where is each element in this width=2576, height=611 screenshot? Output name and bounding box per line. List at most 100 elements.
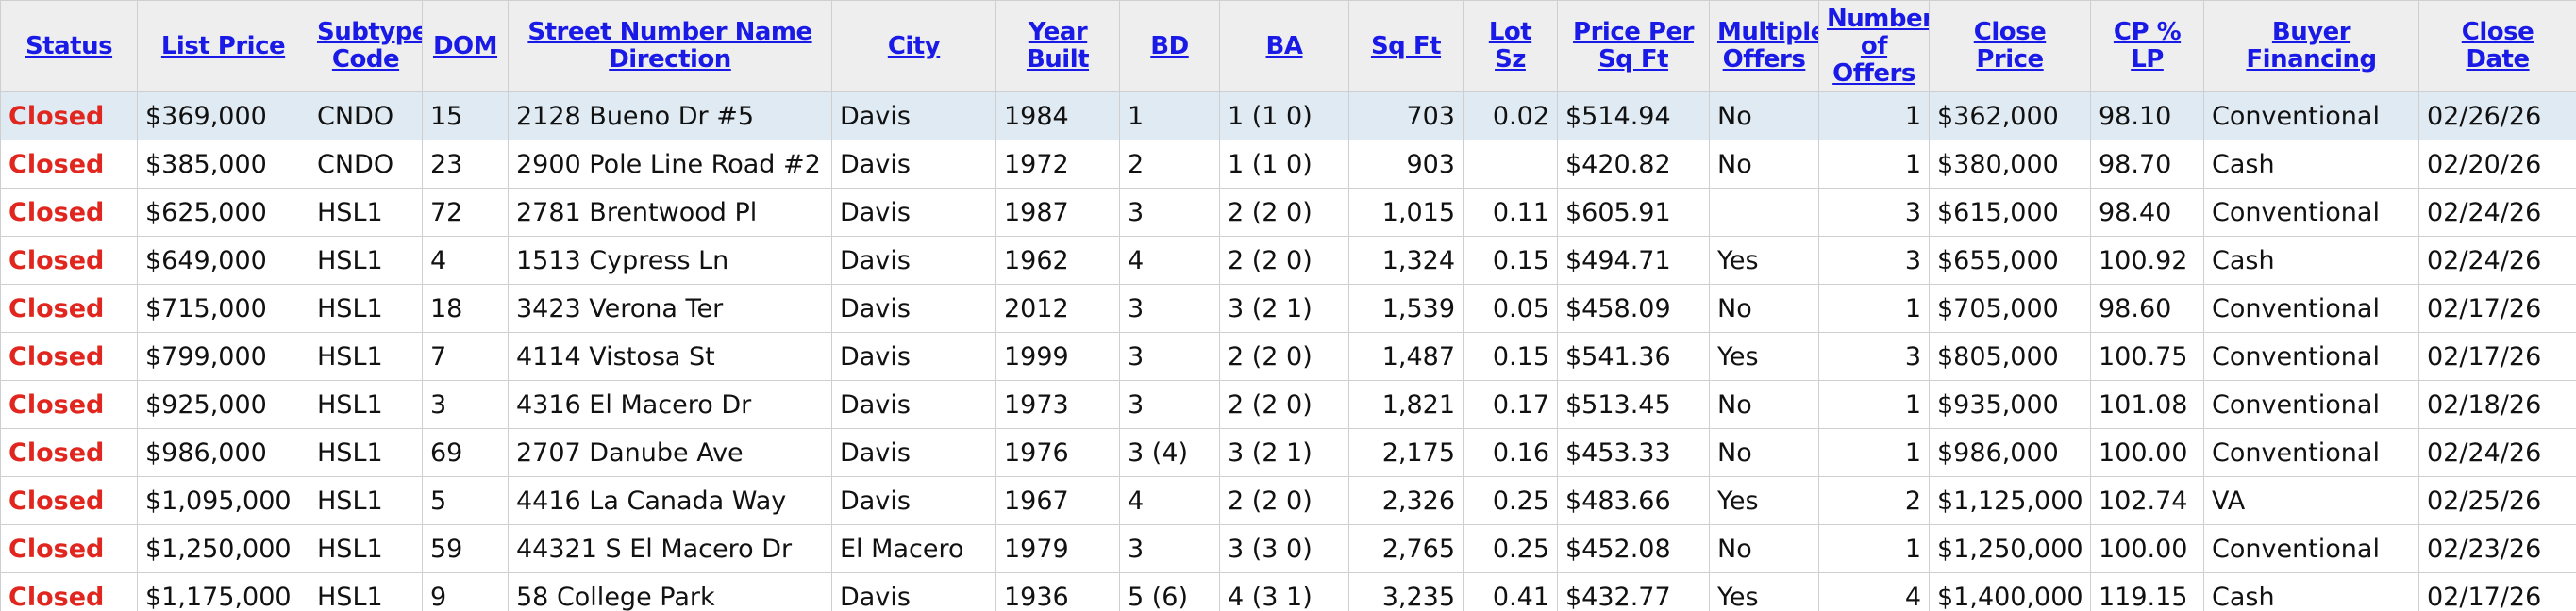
cell: 2 (2 0) [1219, 332, 1349, 381]
listing-row[interactable]: Closed $1,095,000 HSL1 5 4416 La Canada Way D… [0, 476, 2576, 525]
cell: Davis [831, 188, 996, 237]
cell: $1,250,000 [137, 524, 309, 573]
cell: 98.60 [2090, 284, 2204, 333]
cell: VA [2203, 476, 2419, 525]
cell: El Macero [831, 524, 996, 573]
listing-row[interactable]: Closed $385,000 CNDO 23 2900 Pole Line Road … [0, 140, 2576, 189]
cell: 100.00 [2090, 524, 2204, 573]
cell: 0.41 [1463, 572, 1558, 611]
column-header[interactable]: Sq Ft [1348, 0, 1464, 92]
listing-row[interactable]: Closed $925,000 HSL1 3 4316 El Macero Dr Davi… [0, 380, 2576, 429]
listing-row[interactable]: Closed $986,000 HSL1 69 2707 Danube Ave Davis… [0, 428, 2576, 477]
column-header[interactable]: Close Price [1929, 0, 2091, 92]
cell: Davis [831, 428, 996, 477]
cell: 100.92 [2090, 236, 2204, 285]
cell: No [1709, 428, 1819, 477]
cell: 1979 [995, 524, 1120, 573]
cell: 4 [422, 236, 509, 285]
column-header[interactable]: BD [1119, 0, 1220, 92]
cell: 3 [1119, 380, 1220, 429]
cell: 1936 [995, 572, 1120, 611]
column-header[interactable]: Number of Offers [1818, 0, 1930, 92]
cell: 0.15 [1463, 236, 1558, 285]
listing-row[interactable]: Closed $1,175,000 HSL1 9 58 College Park Davi… [0, 572, 2576, 611]
cell: 3 [1818, 188, 1930, 237]
cell: 2 [1818, 476, 1930, 525]
cell: Yes [1709, 572, 1819, 611]
cell [1463, 140, 1558, 189]
cell: 1,324 [1348, 236, 1464, 285]
cell: 1984 [995, 91, 1120, 140]
column-header[interactable]: Buyer Financing [2203, 0, 2419, 92]
cell: $799,000 [137, 332, 309, 381]
column-header[interactable]: Subtype Code [309, 0, 423, 92]
cell: $615,000 [1929, 188, 2091, 237]
cell: $655,000 [1929, 236, 2091, 285]
cell: 0.25 [1463, 524, 1558, 573]
column-header[interactable]: List Price [137, 0, 309, 92]
status-cell: Closed [0, 380, 138, 429]
cell: $1,175,000 [137, 572, 309, 611]
cell: 9 [422, 572, 509, 611]
cell: CNDO [309, 91, 423, 140]
cell: 3 [1119, 332, 1220, 381]
listing-row[interactable]: Closed $625,000 HSL1 72 2781 Brentwood Pl Dav… [0, 188, 2576, 237]
cell: 4 [1119, 236, 1220, 285]
column-header[interactable]: Year Built [995, 0, 1120, 92]
column-header[interactable]: Multiple Offers [1709, 0, 1819, 92]
cell: 119.15 [2090, 572, 2204, 611]
cell: Cash [2203, 236, 2419, 285]
cell: 2 (2 0) [1219, 188, 1349, 237]
cell: 3423 Verona Ter [508, 284, 832, 333]
cell: 1 [1818, 428, 1930, 477]
listing-row[interactable]: Closed $1,250,000 HSL1 59 44321 S El Macero … [0, 524, 2576, 573]
listing-row[interactable]: Closed $369,000 CNDO 15 2128 Bueno Dr #5 Davi… [0, 91, 2576, 140]
cell: HSL1 [309, 428, 423, 477]
cell: 3 (4) [1119, 428, 1220, 477]
column-header[interactable]: Status [0, 0, 138, 92]
column-header[interactable]: CP % LP [2090, 0, 2204, 92]
cell: 02/25/26 [2418, 476, 2576, 525]
cell: $705,000 [1929, 284, 2091, 333]
cell: $458.09 [1557, 284, 1710, 333]
cell: $494.71 [1557, 236, 1710, 285]
status-cell: Closed [0, 524, 138, 573]
cell: 1,487 [1348, 332, 1464, 381]
cell: Conventional [2203, 524, 2419, 573]
cell: 18 [422, 284, 509, 333]
cell: CNDO [309, 140, 423, 189]
cell: HSL1 [309, 380, 423, 429]
cell: $649,000 [137, 236, 309, 285]
cell: 4 (3 1) [1219, 572, 1349, 611]
cell: 59 [422, 524, 509, 573]
status-cell: Closed [0, 428, 138, 477]
listing-row[interactable]: Closed $649,000 HSL1 4 1513 Cypress Ln Davis 1… [0, 236, 2576, 285]
column-header[interactable]: BA [1219, 0, 1349, 92]
cell: 1976 [995, 428, 1120, 477]
cell: 3 [1119, 524, 1220, 573]
column-header[interactable]: Price Per Sq Ft [1557, 0, 1710, 92]
column-header[interactable]: Street Number Name Direction [508, 0, 832, 92]
cell: 4 [1818, 572, 1930, 611]
column-header[interactable]: Lot Sz [1463, 0, 1558, 92]
listing-row[interactable]: Closed $799,000 HSL1 7 4114 Vistosa St Davis 1… [0, 332, 2576, 381]
column-header[interactable]: Close Date [2418, 0, 2576, 92]
cell: Conventional [2203, 188, 2419, 237]
cell: HSL1 [309, 524, 423, 573]
status-cell: Closed [0, 476, 138, 525]
cell: $380,000 [1929, 140, 2091, 189]
cell: No [1709, 284, 1819, 333]
cell: 23 [422, 140, 509, 189]
cell: $1,125,000 [1929, 476, 2091, 525]
cell: 1 [1818, 524, 1930, 573]
cell: No [1709, 524, 1819, 573]
column-header[interactable]: DOM [422, 0, 509, 92]
cell: 3 [422, 380, 509, 429]
status-cell: Closed [0, 332, 138, 381]
column-header[interactable]: City [831, 0, 996, 92]
listing-row[interactable]: Closed $715,000 HSL1 18 3423 Verona Ter Davis… [0, 284, 2576, 333]
cell: 2012 [995, 284, 1120, 333]
cell: Davis [831, 236, 996, 285]
